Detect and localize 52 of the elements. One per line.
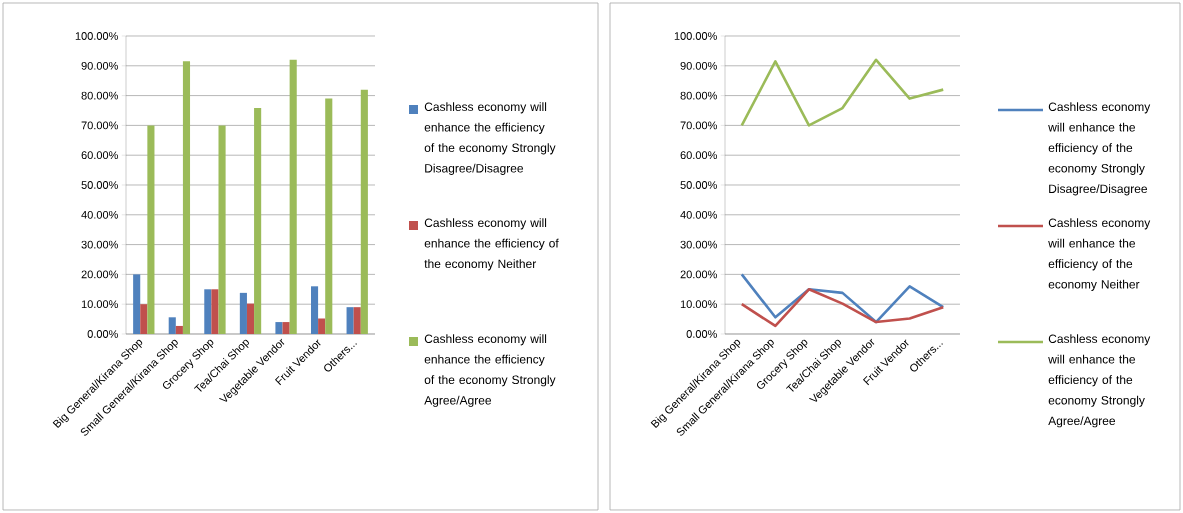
legend-label: Cashless economy will enhance the efficiency of the economy Strongly Disagree/Disagree (1048, 102, 1151, 196)
bar (289, 59, 297, 334)
y-tick-label: 60.00% (81, 151, 118, 160)
legend-label: Cashless economy will enhance the efficiency of the economy Neither (424, 218, 559, 271)
y-tick-label: 30.00% (81, 240, 118, 249)
line-series (740, 58, 945, 127)
legend-label: Cashless economy will enhance the efficiency of the economy Strongly Agree/Agree (1048, 334, 1151, 428)
bar (325, 98, 333, 334)
bar (147, 125, 155, 334)
y-tick-label: 70.00% (81, 121, 118, 130)
line-series (740, 273, 945, 324)
y-tick-label: 0.00% (686, 330, 717, 338)
bar (168, 317, 176, 334)
y-tick-label: 0.00% (87, 330, 118, 338)
bar (175, 325, 183, 334)
y-tick-label: 20.00% (81, 270, 118, 279)
bar (360, 89, 368, 334)
y-tick-label: 60.00% (680, 151, 717, 160)
bar (254, 108, 262, 334)
bar (353, 307, 361, 334)
legend-label: Cashless economy will enhance the efficiency of the economy Strongly Disagree/Disagree (424, 102, 556, 175)
y-tick-label: 70.00% (680, 121, 717, 130)
y-tick-label: 30.00% (680, 240, 717, 249)
y-tick-label: 10.00% (680, 300, 717, 309)
bar (182, 61, 191, 334)
y-tick-label: 100.00% (674, 32, 717, 40)
bar (218, 125, 226, 334)
y-tick-label: 50.00% (680, 181, 717, 189)
y-tick-label: 90.00% (680, 61, 717, 70)
y-tick-label: 20.00% (680, 270, 717, 279)
legend-label: Cashless economy will enhance the efficiency of the economy Strongly Agree/Agree (424, 334, 556, 407)
y-tick-label: 100.00% (75, 32, 118, 40)
bar (246, 303, 255, 334)
legend-label: Cashless economy will enhance the efficiency of the economy Neither (1048, 218, 1151, 291)
line-series (740, 287, 945, 328)
bar (133, 274, 141, 334)
y-tick-label: 80.00% (680, 91, 717, 100)
y-tick-label: 40.00% (81, 210, 118, 219)
bar (275, 322, 283, 334)
bar (310, 286, 319, 334)
y-tick-label: 40.00% (680, 210, 717, 219)
bar (239, 292, 247, 334)
bar (318, 318, 326, 334)
bar (140, 304, 148, 334)
y-tick-label: 90.00% (81, 61, 118, 70)
y-tick-label: 10.00% (81, 300, 118, 309)
bar (346, 307, 354, 334)
bar (282, 322, 290, 334)
bar (204, 289, 212, 334)
bar (211, 289, 219, 334)
y-tick-label: 50.00% (81, 181, 118, 189)
y-tick-label: 80.00% (81, 91, 118, 100)
